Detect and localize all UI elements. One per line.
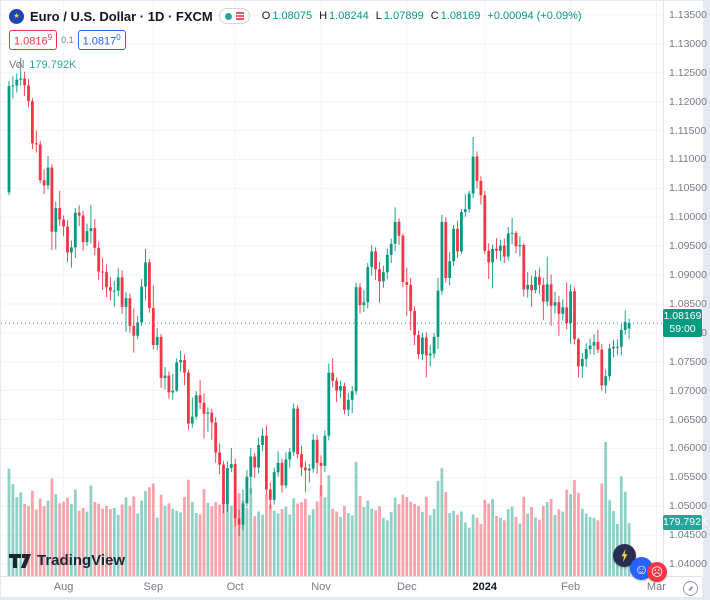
bar-countdown: 59:00 <box>669 323 696 336</box>
price-axis-label: 1.13500 <box>669 9 707 21</box>
chart-pane[interactable]: ^ <box>1 1 663 577</box>
price-axis[interactable]: 1.13500 1.13000 1.12500 1.12000 1.11500 1.110… <box>663 1 707 577</box>
close-label: C <box>430 10 439 22</box>
symbol-title[interactable]: Euro / U.S. Dollar · 1D · FXCM <box>30 8 213 24</box>
price-axis-label: 1.10500 <box>669 182 707 195</box>
ask-price-button[interactable]: 1.08170 <box>77 30 126 50</box>
candlestick-chart[interactable]: ^ <box>1 1 663 577</box>
price-axis-label: 1.11000 <box>669 153 707 166</box>
spread-value: 0.1 <box>61 34 74 45</box>
time-axis-label: Oct <box>226 581 244 593</box>
candles-layer <box>7 57 631 537</box>
price-axis-label: 1.05000 <box>669 500 707 513</box>
time-axis-label: Aug <box>53 581 74 593</box>
price-axis-label: 1.04500 <box>669 529 707 542</box>
open-value: 1.08075 <box>272 10 313 22</box>
price-axis-label: 1.06000 <box>669 442 707 455</box>
high-value: 1.08244 <box>329 10 369 22</box>
price-axis-label: 1.05500 <box>669 471 707 484</box>
price-axis-label: 1.07000 <box>669 384 707 397</box>
price-axis-label: 1.06500 <box>669 413 707 426</box>
change-value: +0.00094 (+0.09%) <box>487 10 582 22</box>
price-axis-label: 1.09000 <box>669 269 707 282</box>
price-axis-label: 1.12000 <box>669 95 707 108</box>
volume-axis-value: 179.792K <box>663 516 708 529</box>
tradingview-logo-text: TradingView <box>37 552 126 569</box>
high-label: H <box>319 10 328 22</box>
time-axis-label: Mar <box>646 581 666 593</box>
last-price-value: 1.08169 <box>663 310 702 323</box>
time-axis-label: Nov <box>311 581 331 593</box>
low-value: 1.07899 <box>383 10 424 22</box>
volume-value: 179.792K <box>29 58 77 71</box>
price-axis-label: 1.08500 <box>669 297 707 310</box>
smiley-face-icon: ☺ <box>634 560 649 577</box>
price-axis-label: 1.07500 <box>669 355 707 368</box>
time-axis[interactable]: Aug Sep Oct Nov Dec 2024 Feb Mar <box>1 576 702 597</box>
bid-price-button[interactable]: 1.08169 <box>9 30 58 50</box>
frown-reaction-button[interactable]: ☹ <box>647 562 667 582</box>
close-value: 1.08169 <box>440 10 481 22</box>
time-axis-label: Feb <box>561 581 581 593</box>
tradingview-mark-icon <box>9 553 31 568</box>
time-axis-label: Dec <box>397 581 417 593</box>
price-axis-label: 1.11500 <box>669 124 707 137</box>
lightning-bolt-icon <box>621 549 628 562</box>
volume-layer <box>7 442 631 576</box>
last-price-tag: 1.08169 59:00 <box>663 309 702 338</box>
legend-toggle-pill[interactable] <box>218 8 250 24</box>
lightning-reaction-button[interactable] <box>613 544 636 567</box>
ohlc-values: O 1.08075 H 1.08244 L 1.07899 C 1.08169 +0.0… <box>262 10 582 22</box>
low-label: L <box>375 10 382 22</box>
time-axis-label: 2024 <box>472 581 498 593</box>
time-axis-label: Sep <box>143 581 164 593</box>
symbol-logo-icon: ★ <box>9 8 24 24</box>
timezone-clock-button[interactable] <box>683 581 698 596</box>
bid-ask-row: 1.08169 0.1 1.08170 <box>9 30 582 50</box>
grid-layer <box>1 1 663 577</box>
price-axis-label: 1.10000 <box>669 211 707 224</box>
clock-hand-icon <box>688 586 693 591</box>
price-axis-label: 1.13000 <box>669 37 707 50</box>
legend-menu-icon[interactable] <box>235 12 244 20</box>
tradingview-logo[interactable]: TradingView <box>9 552 125 569</box>
source-dot-icon[interactable] <box>224 12 232 20</box>
volume-label: Vol <box>9 58 25 71</box>
price-axis-label: 1.09500 <box>669 240 707 253</box>
price-axis-label: 1.04000 <box>669 558 707 570</box>
high-marker: ^ <box>17 60 23 74</box>
legend: ★ Euro / U.S. Dollar · 1D · FXCM O 1.0807… <box>9 7 582 71</box>
volume-legend[interactable]: Vol 179.792K <box>9 59 582 71</box>
open-label: O <box>261 10 271 22</box>
frown-face-icon: ☹ <box>650 565 664 579</box>
volume-axis-tag: 179.792K <box>663 515 708 531</box>
price-axis-label: 1.12500 <box>669 66 707 79</box>
